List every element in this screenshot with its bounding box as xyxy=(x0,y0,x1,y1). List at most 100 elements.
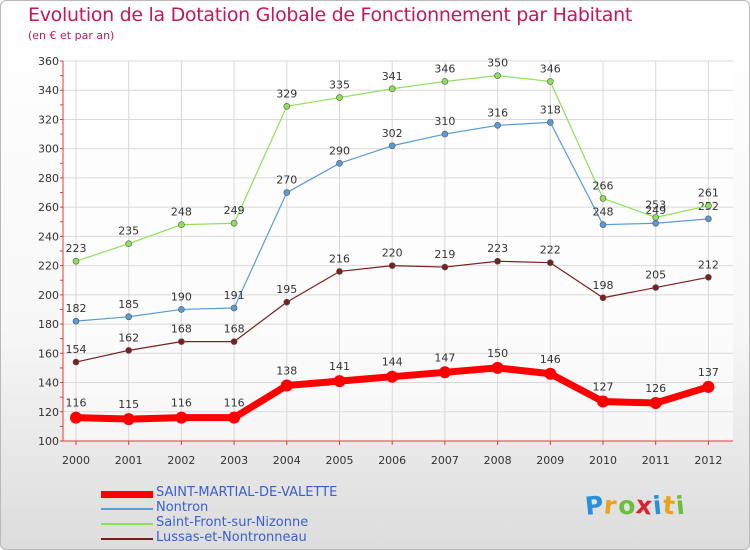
x-tick-label: 2008 xyxy=(484,454,512,467)
data-point-lussas-et-nontronneau xyxy=(72,358,80,366)
data-label-lussas-et-nontronneau: 205 xyxy=(645,269,666,282)
data-point-nontron xyxy=(72,317,80,325)
data-point-saint-martial-de-valette xyxy=(597,395,609,408)
x-tick-label: 2005 xyxy=(326,454,354,467)
data-label-lussas-et-nontronneau: 154 xyxy=(66,343,87,356)
y-tick-label: 180 xyxy=(38,318,59,331)
data-point-lussas-et-nontronneau xyxy=(283,298,291,306)
y-tick-label: 160 xyxy=(38,347,59,360)
data-label-saint-martial-de-valette: 115 xyxy=(118,398,139,411)
x-tick-label: 2012 xyxy=(694,454,722,467)
data-label-saint-martial-de-valette: 138 xyxy=(276,364,297,377)
data-label-lussas-et-nontronneau: 162 xyxy=(118,331,139,344)
legend-swatch xyxy=(101,523,153,525)
data-label-lussas-et-nontronneau: 223 xyxy=(487,242,508,255)
data-label-saint-front-sur-nizonne: 223 xyxy=(66,242,87,255)
data-label-saint-front-sur-nizonne: 261 xyxy=(698,187,719,200)
x-tick-label: 2009 xyxy=(536,454,564,467)
data-label-nontron: 316 xyxy=(487,106,508,119)
data-point-saint-martial-de-valette xyxy=(438,366,451,379)
data-point-nontron xyxy=(125,313,132,321)
data-point-nontron xyxy=(336,160,343,167)
legend-swatch xyxy=(101,538,153,540)
data-label-nontron: 249 xyxy=(645,204,666,217)
data-point-nontron xyxy=(441,130,449,138)
data-label-saint-front-sur-nizonne: 350 xyxy=(487,57,508,70)
data-point-saint-martial-de-valette xyxy=(175,411,188,424)
legend-swatch xyxy=(101,490,153,498)
data-label-lussas-et-nontronneau: 195 xyxy=(276,283,297,296)
data-label-saint-martial-de-valette: 146 xyxy=(540,353,561,366)
data-point-saint-martial-de-valette xyxy=(122,413,135,426)
data-point-lussas-et-nontronneau xyxy=(494,257,501,265)
x-tick-label: 2007 xyxy=(431,454,459,467)
data-point-nontron xyxy=(283,189,291,196)
data-point-saint-front-sur-nizonne xyxy=(546,78,554,85)
data-point-saint-front-sur-nizonne xyxy=(494,72,501,79)
data-label-lussas-et-nontronneau: 222 xyxy=(540,244,561,257)
data-label-saint-martial-de-valette: 126 xyxy=(645,382,666,395)
chart-title: Evolution de la Dotation Globale de Fonc… xyxy=(28,4,633,26)
data-point-lussas-et-nontronneau xyxy=(652,284,660,291)
y-tick-label: 260 xyxy=(38,201,59,214)
y-tick-label: 280 xyxy=(38,172,59,185)
data-point-saint-front-sur-nizonne xyxy=(336,94,343,101)
y-tick-label: 100 xyxy=(38,435,59,448)
data-label-lussas-et-nontronneau: 216 xyxy=(329,252,350,265)
data-point-lussas-et-nontronneau xyxy=(178,338,185,345)
data-point-saint-front-sur-nizonne xyxy=(72,257,80,265)
x-tick-label: 2011 xyxy=(642,454,670,467)
data-label-saint-front-sur-nizonne: 329 xyxy=(276,87,297,100)
data-label-nontron: 182 xyxy=(66,302,87,315)
data-label-lussas-et-nontronneau: 212 xyxy=(698,258,719,271)
data-point-nontron xyxy=(178,306,185,313)
data-point-saint-martial-de-valette xyxy=(491,361,504,374)
data-label-nontron: 318 xyxy=(540,103,561,116)
data-point-saint-front-sur-nizonne xyxy=(125,240,132,247)
data-label-saint-front-sur-nizonne: 248 xyxy=(171,206,192,219)
chart-subtitle: (en € et par an) xyxy=(28,29,115,42)
x-tick-label: 2004 xyxy=(273,454,301,467)
y-tick-label: 200 xyxy=(38,289,59,302)
data-label-saint-martial-de-valette: 116 xyxy=(66,397,87,410)
legend-label: Nontron xyxy=(156,500,209,515)
data-point-saint-front-sur-nizonne xyxy=(441,78,449,85)
data-point-saint-front-sur-nizonne xyxy=(388,85,396,93)
data-point-nontron xyxy=(652,219,660,227)
data-label-saint-martial-de-valette: 116 xyxy=(171,397,192,410)
data-label-lussas-et-nontronneau: 168 xyxy=(171,323,192,336)
data-point-lussas-et-nontronneau xyxy=(125,347,132,354)
data-point-nontron xyxy=(546,119,554,126)
data-label-lussas-et-nontronneau: 168 xyxy=(224,323,245,336)
data-label-saint-martial-de-valette: 137 xyxy=(698,366,719,379)
proxiti-logo: Proxiti xyxy=(584,490,687,521)
data-point-saint-front-sur-nizonne xyxy=(705,202,712,209)
data-label-saint-martial-de-valette: 144 xyxy=(382,356,403,369)
data-label-saint-martial-de-valette: 147 xyxy=(434,351,455,364)
data-label-saint-martial-de-valette: 116 xyxy=(224,397,245,410)
data-point-lussas-et-nontronneau xyxy=(705,274,712,281)
data-label-lussas-et-nontronneau: 198 xyxy=(593,279,614,292)
data-label-nontron: 185 xyxy=(118,298,139,311)
y-tick-label: 300 xyxy=(38,143,59,156)
data-point-saint-front-sur-nizonne xyxy=(178,221,185,228)
data-point-nontron xyxy=(388,142,396,150)
data-label-saint-front-sur-nizonne: 253 xyxy=(645,198,666,211)
x-tick-label: 2003 xyxy=(220,454,248,467)
data-point-saint-front-sur-nizonne xyxy=(599,195,607,202)
legend-label: SAINT-MARTIAL-DE-VALETTE xyxy=(156,485,338,500)
data-point-saint-martial-de-valette xyxy=(544,367,557,380)
data-label-saint-martial-de-valette: 141 xyxy=(329,360,350,373)
data-point-saint-martial-de-valette xyxy=(70,411,82,424)
data-label-nontron: 270 xyxy=(276,174,297,187)
x-tick-label: 2001 xyxy=(115,454,143,467)
data-point-lussas-et-nontronneau xyxy=(388,262,396,269)
data-point-nontron xyxy=(494,122,501,129)
data-label-lussas-et-nontronneau: 219 xyxy=(434,248,455,261)
data-label-saint-martial-de-valette: 150 xyxy=(487,347,508,360)
y-tick-label: 360 xyxy=(38,55,59,68)
y-tick-label: 240 xyxy=(38,230,59,243)
data-point-saint-martial-de-valette xyxy=(649,397,662,409)
data-point-saint-front-sur-nizonne xyxy=(283,103,291,110)
